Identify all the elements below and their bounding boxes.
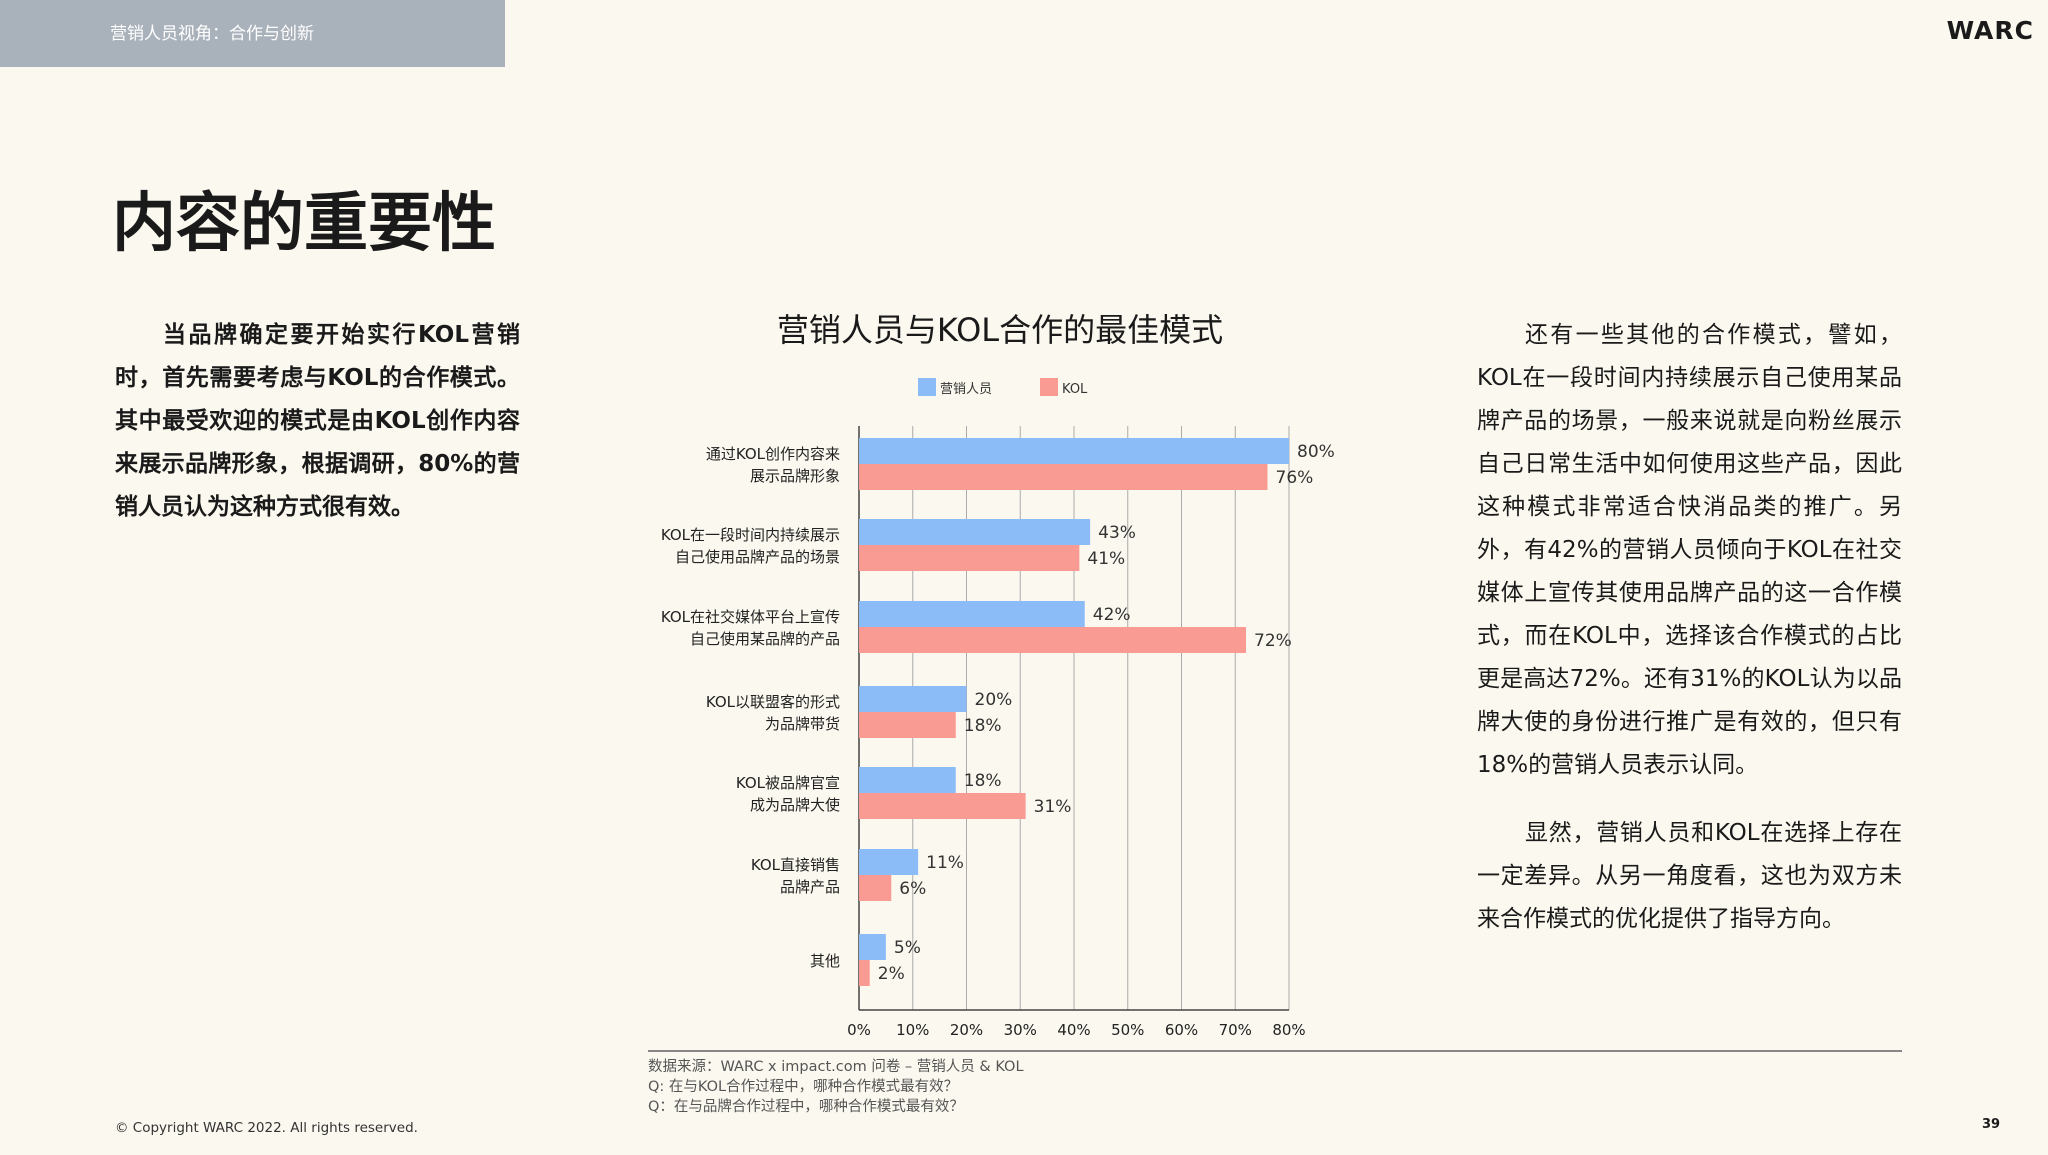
data-label: 76%	[1276, 468, 1314, 488]
x-tick-label: 10%	[896, 1021, 929, 1039]
right-text: 还有一些其他的合作模式，譬如，KOL在一段时间内持续展示自己使用某品牌产品的场景…	[1477, 314, 1902, 966]
bar-kol	[859, 545, 1080, 571]
category-label: 通过KOL创作内容来	[706, 445, 840, 463]
data-label: 20%	[975, 690, 1013, 710]
category-label: 自己使用品牌产品的场景	[675, 548, 840, 566]
left-paragraph: 当品牌确定要开始实行KOL营销时，首先需要考虑与KOL的合作模式。其中最受欢迎的…	[115, 322, 520, 520]
bar-kol	[859, 793, 1026, 819]
bar-marketers	[859, 601, 1085, 627]
data-label: 42%	[1093, 605, 1131, 625]
category-label: 成为品牌大使	[750, 796, 840, 814]
divider	[648, 1050, 1902, 1052]
category-label: 自己使用某品牌的产品	[690, 630, 840, 648]
bar-kol	[859, 960, 870, 986]
category-label: KOL在社交媒体平台上宣传	[661, 608, 840, 626]
data-label: 18%	[964, 771, 1002, 791]
category-label: 其他	[810, 952, 840, 970]
source-line: Q: 在与KOL合作过程中，哪种合作模式最有效？	[648, 1079, 959, 1095]
x-tick-label: 70%	[1219, 1021, 1252, 1039]
legend-swatch	[1040, 378, 1058, 396]
source-line: 数据来源：WARC x impact.com 问卷 – 营销人员 & KOL	[648, 1059, 1024, 1075]
source-notes: 数据来源：WARC x impact.com 问卷 – 营销人员 & KOL Q…	[648, 1057, 1024, 1117]
chart-title: 营销人员与KOL合作的最佳模式	[776, 311, 1224, 349]
category-label: KOL被品牌官宣	[736, 774, 840, 792]
x-tick-label: 40%	[1057, 1021, 1090, 1039]
source-line: Q：在与品牌合作过程中，哪种合作模式最有效？	[648, 1099, 964, 1115]
bar-kol	[859, 712, 956, 738]
category-label: 为品牌带货	[765, 715, 840, 733]
x-tick-label: 60%	[1165, 1021, 1198, 1039]
data-label: 80%	[1297, 442, 1335, 462]
bar-kol	[859, 627, 1246, 653]
section-title: 营销人员视角：合作与创新	[110, 24, 314, 44]
bar-kol	[859, 464, 1268, 490]
data-label: 2%	[878, 964, 905, 984]
copyright: © Copyright WARC 2022. All rights reserv…	[115, 1120, 418, 1136]
page-title: 内容的重要性	[112, 187, 496, 261]
data-label: 5%	[894, 938, 921, 958]
data-label: 31%	[1034, 797, 1072, 817]
category-label: KOL直接销售	[751, 856, 840, 874]
data-label: 18%	[964, 716, 1002, 736]
warc-logo: WARC	[1946, 16, 2034, 45]
legend-label: 营销人员	[940, 382, 992, 397]
right-paragraph: 还有一些其他的合作模式，譬如，KOL在一段时间内持续展示自己使用某品牌产品的场景…	[1477, 322, 1902, 778]
section-header: 营销人员视角：合作与创新	[0, 0, 505, 67]
category-label: KOL在一段时间内持续展示	[661, 526, 840, 544]
x-tick-label: 50%	[1111, 1021, 1144, 1039]
bar-marketers	[859, 519, 1091, 545]
bar-marketers	[859, 849, 919, 875]
bar-marketers	[859, 438, 1289, 464]
data-label: 43%	[1098, 523, 1136, 543]
page-number: 39	[1982, 1117, 2001, 1132]
legend-swatch	[918, 378, 936, 396]
legend-label: KOL	[1062, 382, 1088, 397]
data-label: 6%	[899, 879, 926, 899]
x-tick-label: 20%	[950, 1021, 983, 1039]
x-tick-label: 0%	[847, 1021, 871, 1039]
category-label: 品牌产品	[780, 878, 840, 896]
data-label: 72%	[1254, 631, 1292, 651]
right-paragraph: 显然，营销人员和KOL在选择上存在一定差异。从另一角度看，这也为双方未来合作模式…	[1477, 820, 1902, 932]
bar-marketers	[859, 934, 886, 960]
data-label: 11%	[926, 853, 964, 873]
bar-kol	[859, 875, 892, 901]
x-tick-label: 80%	[1272, 1021, 1305, 1039]
bar-marketers	[859, 767, 956, 793]
category-label: KOL以联盟客的形式	[706, 693, 840, 711]
category-label: 展示品牌形象	[750, 467, 840, 485]
data-label: 41%	[1087, 549, 1125, 569]
bar-marketers	[859, 686, 967, 712]
x-tick-label: 30%	[1004, 1021, 1037, 1039]
